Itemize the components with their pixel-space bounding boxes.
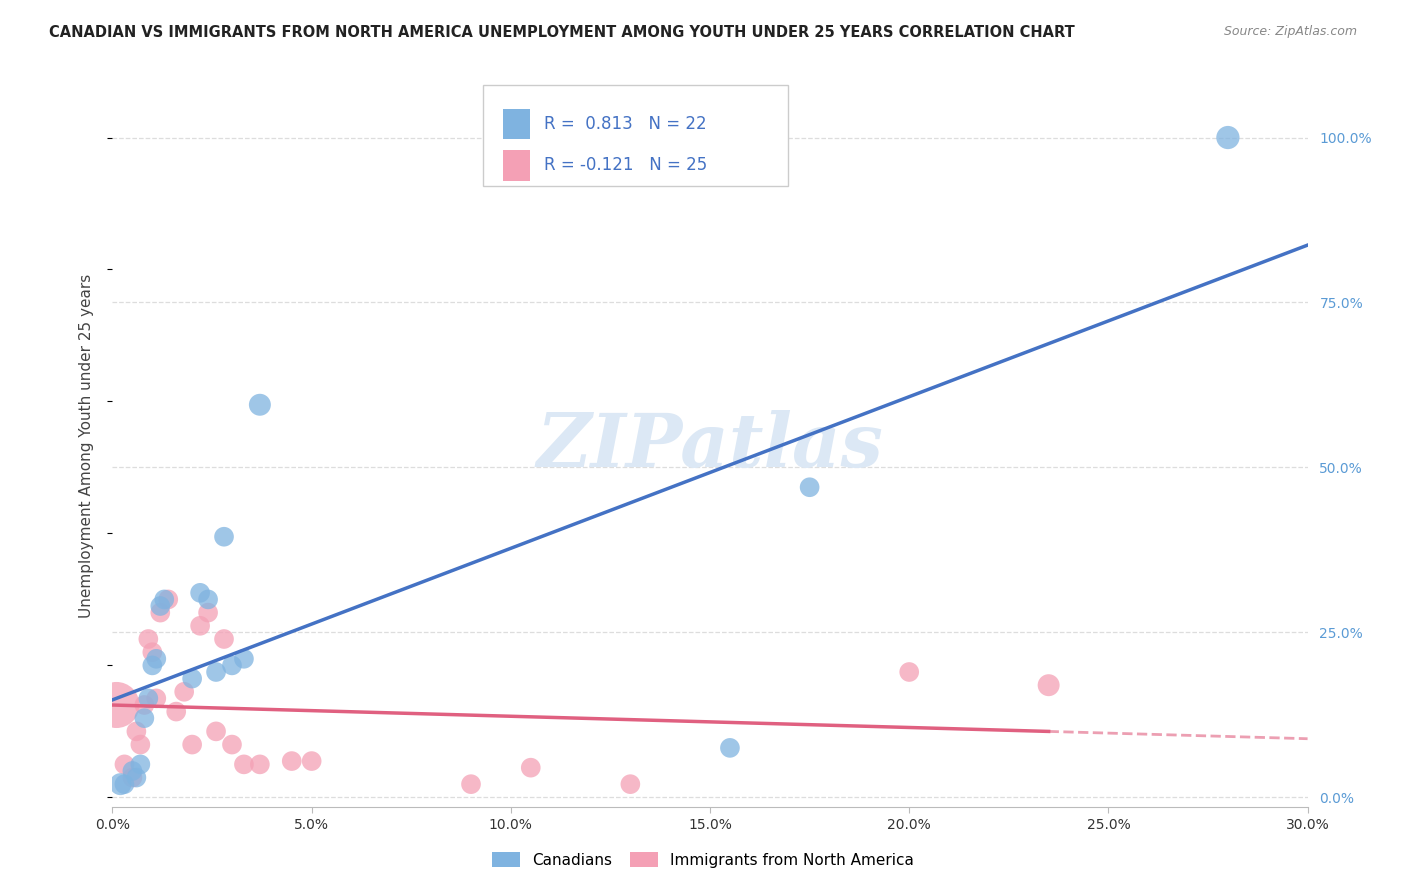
Point (718, 740, 741, 755)
Point (110, 777, 132, 791)
Point (281, 754, 304, 768)
Point (105, 698, 128, 712)
Point (114, 777, 135, 791)
Point (301, 754, 323, 768)
Point (1038, 678, 1060, 692)
Point (520, 761, 543, 775)
Point (125, 724, 148, 739)
Point (114, 757, 135, 772)
Point (619, 777, 641, 791)
FancyBboxPatch shape (503, 109, 530, 139)
Point (149, 599, 172, 613)
Point (221, 738, 243, 752)
Point (173, 685, 195, 699)
Point (233, 757, 256, 772)
Point (188, 619, 211, 633)
Point (221, 658, 243, 673)
Point (134, 711, 156, 725)
Point (153, 592, 176, 607)
Point (205, 665, 228, 679)
Point (181, 672, 204, 686)
Point (799, 480, 821, 494)
Text: R =  0.813   N = 22: R = 0.813 N = 22 (544, 115, 707, 133)
Point (121, 764, 143, 778)
Text: Source: ZipAtlas.com: Source: ZipAtlas.com (1223, 25, 1357, 38)
Point (141, 658, 163, 673)
Point (165, 705, 187, 719)
Text: R = -0.121   N = 25: R = -0.121 N = 25 (544, 156, 707, 174)
Text: ZIPatlas: ZIPatlas (537, 409, 883, 483)
Point (145, 652, 167, 666)
Point (212, 530, 235, 544)
Point (138, 632, 160, 646)
Point (157, 592, 180, 607)
FancyBboxPatch shape (503, 150, 530, 180)
Point (1216, 130, 1239, 145)
Point (898, 665, 921, 679)
Point (460, 777, 482, 791)
Point (134, 698, 156, 712)
Point (145, 691, 167, 706)
Point (197, 606, 219, 620)
Point (129, 738, 152, 752)
Point (125, 771, 148, 785)
Point (249, 757, 271, 772)
Point (188, 586, 211, 600)
Point (141, 645, 163, 659)
Point (129, 757, 152, 772)
Point (205, 724, 228, 739)
Point (249, 398, 271, 412)
Point (138, 691, 160, 706)
Point (197, 592, 219, 607)
Y-axis label: Unemployment Among Youth under 25 years: Unemployment Among Youth under 25 years (79, 274, 94, 618)
Point (233, 652, 256, 666)
Point (181, 738, 204, 752)
Legend: Canadians, Immigrants from North America: Canadians, Immigrants from North America (486, 846, 920, 873)
Point (212, 632, 235, 646)
FancyBboxPatch shape (484, 85, 787, 186)
Point (149, 606, 172, 620)
Text: CANADIAN VS IMMIGRANTS FROM NORTH AMERICA UNEMPLOYMENT AMONG YOUTH UNDER 25 YEAR: CANADIAN VS IMMIGRANTS FROM NORTH AMERIC… (49, 25, 1076, 40)
Point (121, 771, 143, 785)
